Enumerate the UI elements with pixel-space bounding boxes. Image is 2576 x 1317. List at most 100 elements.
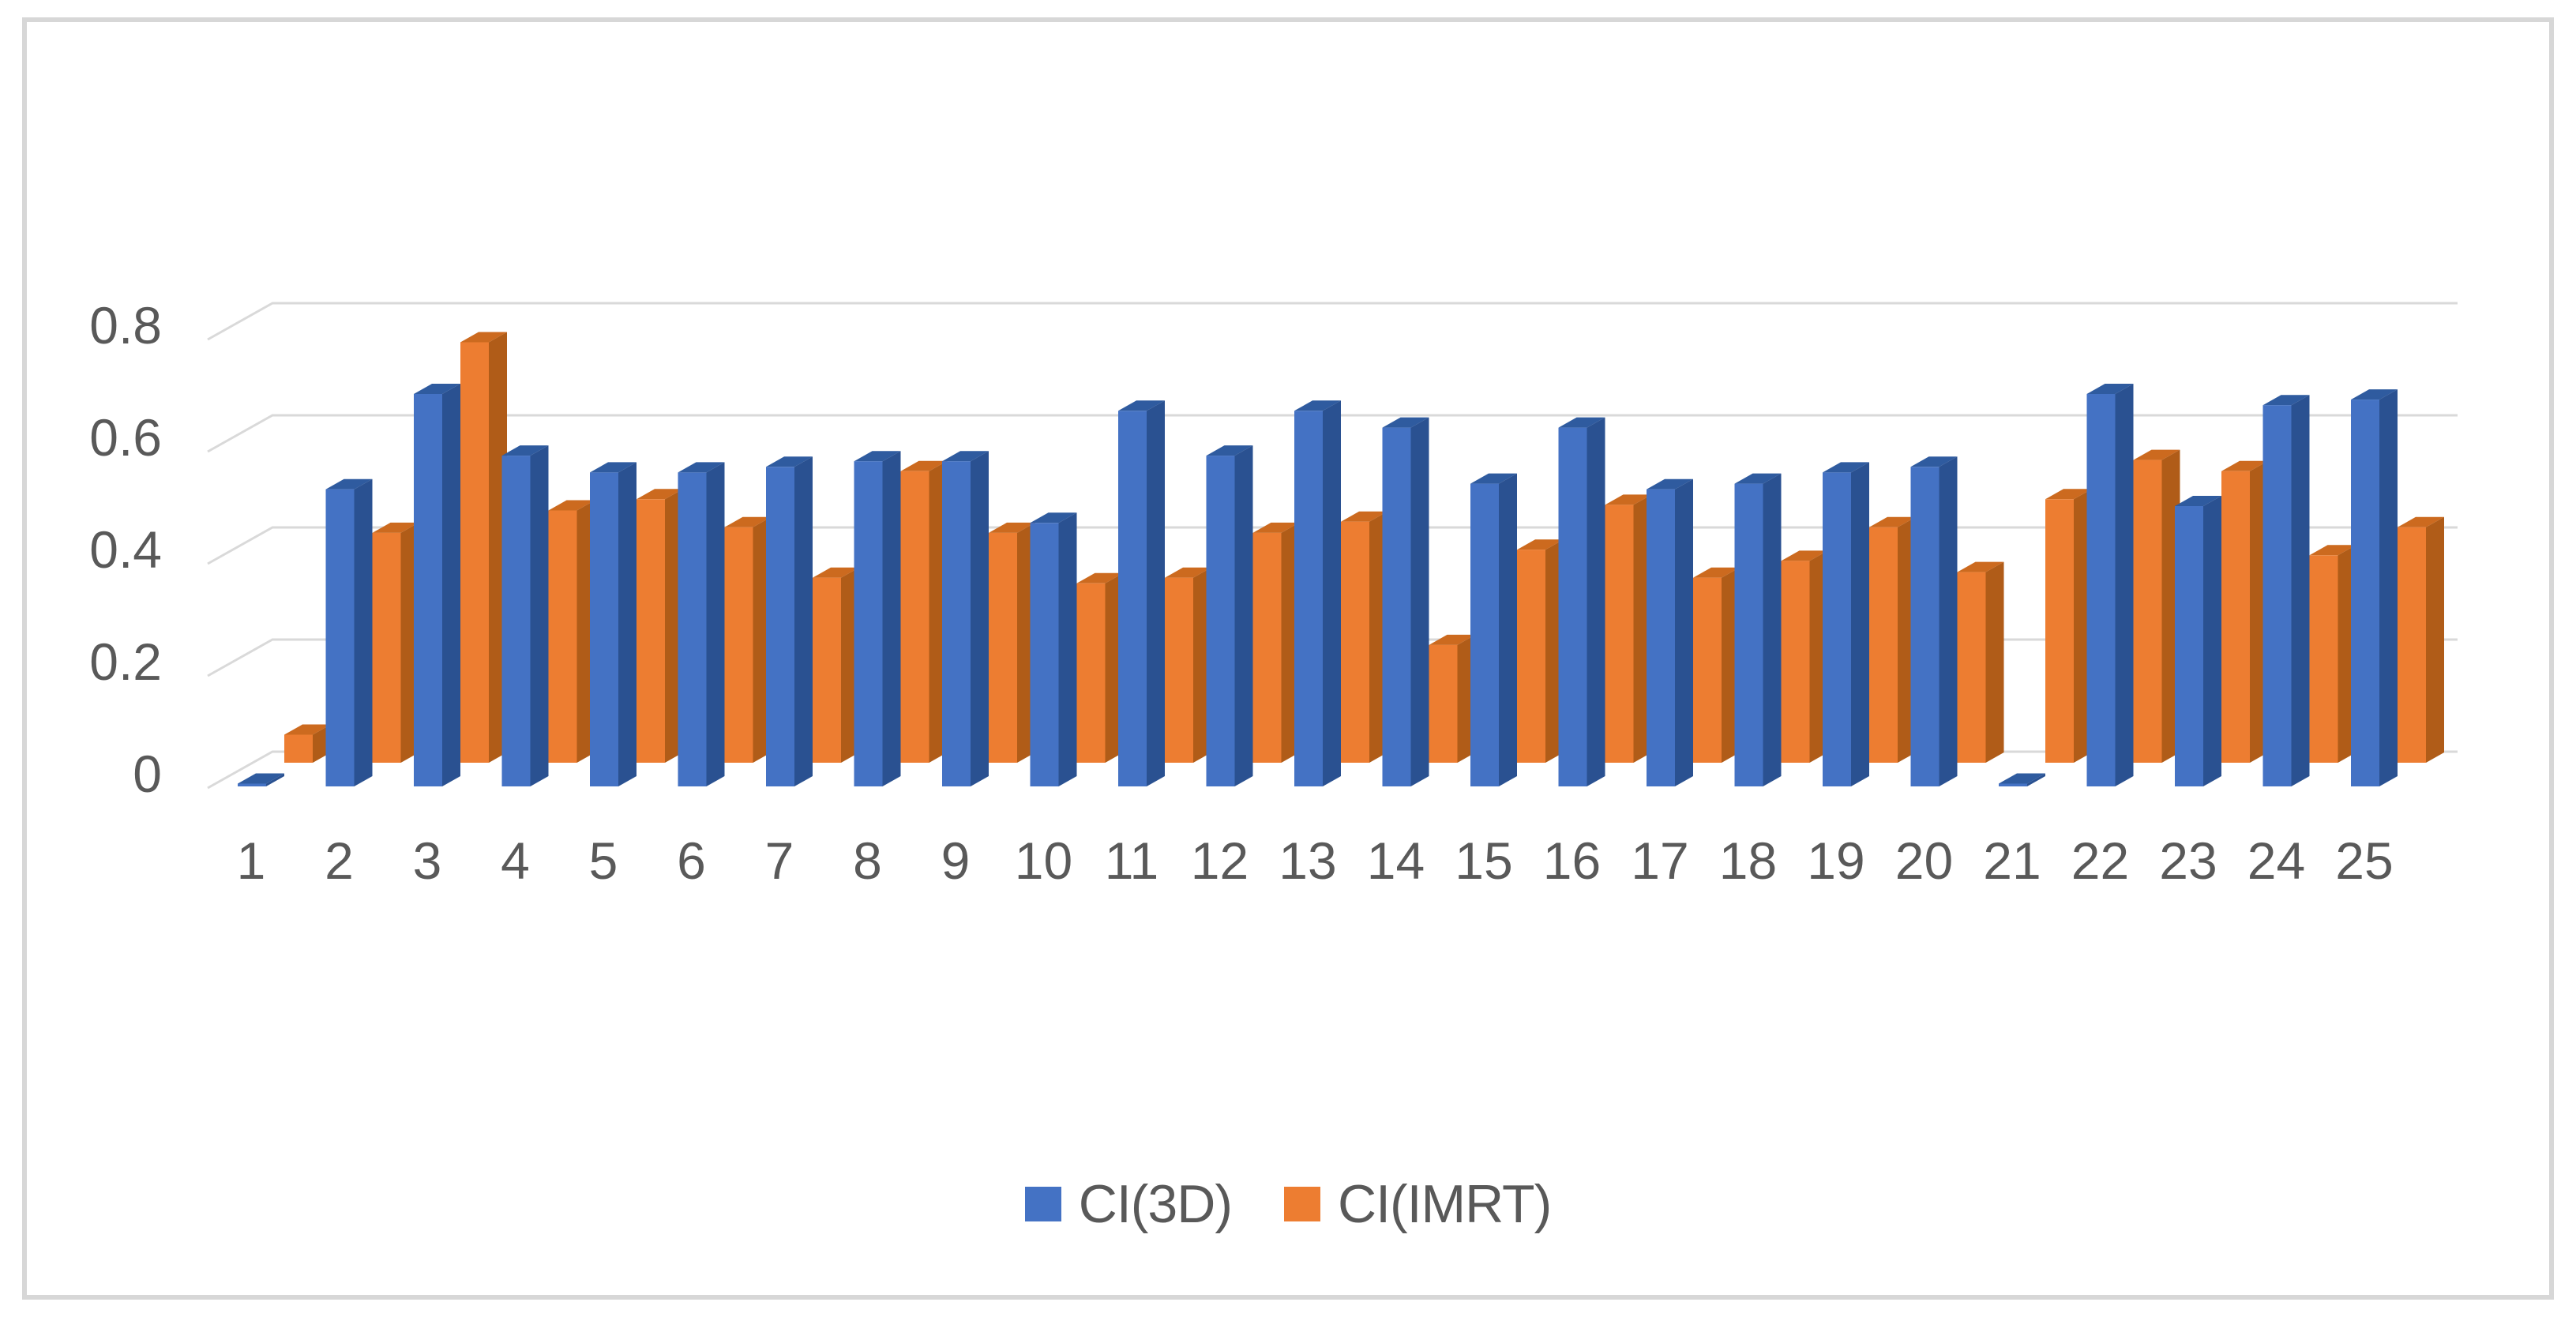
bar-ci3d-16 bbox=[1558, 427, 1587, 786]
bar-side-face-ciimrt-20 bbox=[1985, 561, 2004, 763]
bar-ci3d-25 bbox=[2351, 400, 2379, 786]
bar-ciimrt-1 bbox=[284, 734, 313, 763]
bar-top-face-ciimrt-21 bbox=[2045, 489, 2092, 500]
x-label-25: 25 bbox=[2335, 831, 2393, 890]
bar-side-face-ci3d-2 bbox=[354, 478, 373, 786]
y-tick-label-0.8: 0.8 bbox=[89, 296, 162, 355]
x-label-15: 15 bbox=[1455, 831, 1512, 890]
bar-ciimrt-16 bbox=[1605, 505, 1634, 763]
bar-side-face-ci3d-18 bbox=[1763, 473, 1782, 786]
bar-side-face-ci3d-1 bbox=[266, 773, 284, 786]
bar-ci3d-4 bbox=[501, 456, 531, 786]
bar-side-face-ci3d-15 bbox=[1499, 473, 1517, 786]
x-label-1: 1 bbox=[237, 831, 266, 890]
x-label-11: 11 bbox=[1105, 831, 1159, 890]
bar-ci3d-5 bbox=[590, 472, 618, 786]
bar-top-face-ci3d-3 bbox=[414, 384, 460, 394]
x-label-7: 7 bbox=[765, 831, 794, 890]
bar-side-face-ci3d-21 bbox=[2027, 773, 2045, 786]
bar-top-face-ci3d-18 bbox=[1734, 473, 1782, 484]
x-label-12: 12 bbox=[1191, 831, 1249, 890]
bar-ci3d-7 bbox=[766, 467, 794, 786]
y-tick-label-0.6: 0.6 bbox=[89, 408, 162, 467]
bar-top-face-ciimrt-15 bbox=[1517, 539, 1564, 550]
bar-top-face-ci3d-5 bbox=[590, 462, 636, 473]
bar-side-face-ciimrt-25 bbox=[2426, 516, 2444, 763]
bar-top-face-ci3d-15 bbox=[1470, 473, 1517, 484]
bar-ciimrt-20 bbox=[1957, 572, 1986, 763]
bar-top-face-ci3d-1 bbox=[238, 773, 284, 784]
bar-ci3d-14 bbox=[1382, 427, 1411, 786]
gridline-0.6 bbox=[207, 414, 2458, 453]
bar-top-face-ci3d-7 bbox=[766, 456, 813, 467]
bar-ci3d-15 bbox=[1470, 483, 1499, 786]
bar-side-face-ci3d-25 bbox=[2379, 389, 2398, 786]
bar-ciimrt-19 bbox=[1869, 527, 1898, 763]
bar-top-face-ciimrt-3 bbox=[460, 332, 507, 343]
bar-side-face-ci3d-11 bbox=[1147, 400, 1165, 786]
bar-top-face-ciimrt-13 bbox=[1341, 511, 1388, 522]
x-label-2: 2 bbox=[325, 831, 354, 890]
x-label-10: 10 bbox=[1015, 831, 1072, 890]
bar-ci3d-3 bbox=[414, 394, 442, 786]
bar-ciimrt-13 bbox=[1341, 521, 1369, 763]
x-label-5: 5 bbox=[589, 831, 618, 890]
y-tick-label-0.4: 0.4 bbox=[89, 520, 162, 579]
bar-top-face-ci3d-4 bbox=[501, 445, 549, 456]
bar-top-face-ciimrt-22 bbox=[2133, 449, 2180, 460]
bar-side-face-ci3d-9 bbox=[971, 451, 989, 786]
bar-top-face-ci3d-20 bbox=[1910, 456, 1958, 467]
bar-ciimrt-23 bbox=[2221, 471, 2250, 763]
bar-top-face-ciimrt-19 bbox=[1869, 516, 1916, 527]
bar-top-face-ciimrt-24 bbox=[2309, 545, 2356, 556]
bar-top-face-ciimrt-11 bbox=[1165, 567, 1211, 578]
bar-ciimrt-25 bbox=[2398, 527, 2426, 763]
x-label-8: 8 bbox=[853, 831, 882, 890]
x-label-16: 16 bbox=[1543, 831, 1601, 890]
bar-side-face-ci3d-17 bbox=[1675, 478, 1693, 786]
gridline-0.4 bbox=[207, 526, 2458, 565]
bar-ci3d-12 bbox=[1206, 456, 1235, 786]
bar-ciimrt-18 bbox=[1781, 561, 1810, 763]
bar-side-face-ci3d-16 bbox=[1587, 417, 1605, 786]
bar-ciimrt-22 bbox=[2133, 460, 2162, 763]
bar-top-face-ci3d-8 bbox=[854, 451, 901, 462]
bar-ciimrt-10 bbox=[1076, 583, 1106, 763]
bar-ciimrt-7 bbox=[813, 577, 841, 763]
bar-side-face-ci3d-13 bbox=[1323, 400, 1341, 786]
bar-ci3d-13 bbox=[1294, 411, 1323, 786]
bar-top-face-ci3d-21 bbox=[1999, 773, 2045, 784]
bar-ciimrt-17 bbox=[1693, 577, 1722, 763]
bar-top-face-ci3d-24 bbox=[2262, 395, 2310, 406]
x-label-21: 21 bbox=[1983, 831, 2041, 890]
bar-ciimrt-3 bbox=[460, 342, 489, 763]
bar-top-face-ciimrt-2 bbox=[372, 522, 419, 533]
bar-top-face-ci3d-6 bbox=[678, 462, 725, 473]
bar-top-face-ci3d-10 bbox=[1030, 512, 1077, 523]
x-label-23: 23 bbox=[2159, 831, 2217, 890]
bar-side-face-ci3d-6 bbox=[706, 462, 725, 786]
bar-ciimrt-6 bbox=[724, 527, 753, 763]
bar-side-face-ci3d-10 bbox=[1058, 512, 1077, 786]
x-label-3: 3 bbox=[413, 831, 442, 890]
bar-side-face-ci3d-8 bbox=[882, 451, 901, 786]
bar-top-face-ci3d-17 bbox=[1647, 478, 1693, 490]
bar-ciimrt-14 bbox=[1429, 644, 1458, 763]
bar-ci3d-9 bbox=[942, 461, 971, 786]
bar-side-face-ci3d-12 bbox=[1234, 445, 1253, 786]
y-tick-label-0.2: 0.2 bbox=[89, 632, 162, 691]
bar-ciimrt-24 bbox=[2309, 555, 2338, 763]
bar-ci3d-20 bbox=[1910, 467, 1940, 786]
bar-ci3d-10 bbox=[1030, 523, 1059, 786]
bar-ci3d-6 bbox=[678, 472, 707, 786]
x-label-18: 18 bbox=[1719, 831, 1777, 890]
bar-side-face-ci3d-4 bbox=[530, 445, 549, 786]
bar-ci3d-11 bbox=[1118, 411, 1147, 786]
bar-ci3d-24 bbox=[2262, 405, 2292, 786]
bar-ci3d-8 bbox=[854, 461, 883, 786]
bar-side-face-ci3d-22 bbox=[2115, 384, 2134, 786]
x-label-4: 4 bbox=[501, 831, 530, 890]
bar-ciimrt-11 bbox=[1165, 577, 1193, 763]
